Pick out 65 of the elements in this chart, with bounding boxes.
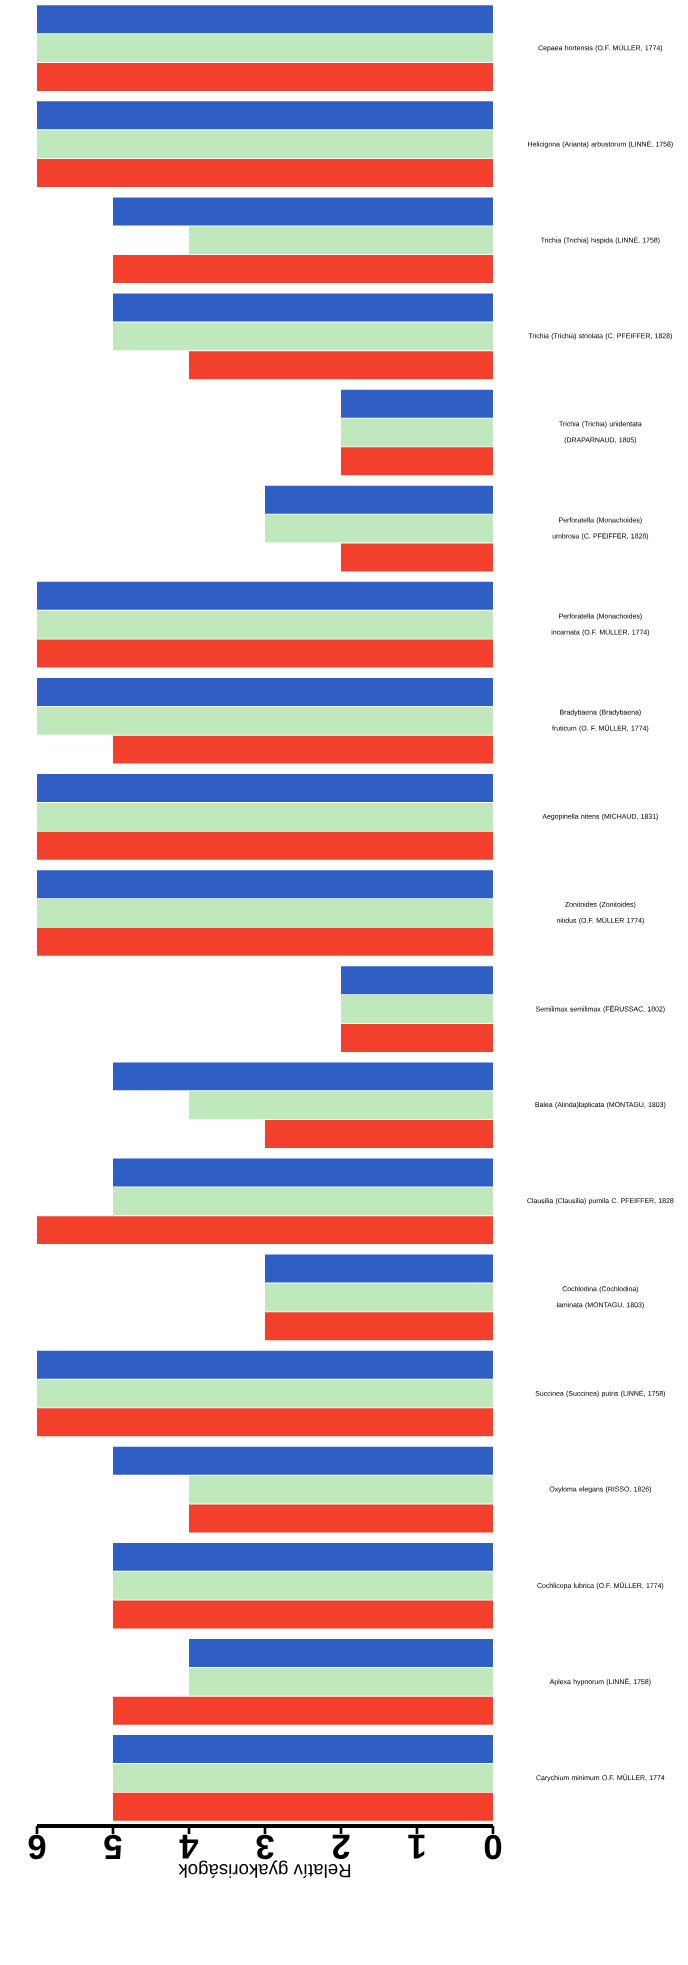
bar [112, 1542, 493, 1571]
bar [112, 1571, 493, 1600]
bar [36, 899, 493, 927]
bar [36, 1379, 493, 1408]
x-tick-label: 5 [104, 1834, 122, 1859]
x-tick-label: 2 [332, 1834, 350, 1859]
bar [188, 1475, 493, 1504]
bar [112, 1062, 493, 1091]
bar [340, 418, 493, 447]
bar [36, 677, 493, 706]
bar [188, 1639, 493, 1667]
x-tick-label: 1 [408, 1834, 425, 1859]
bar [112, 1158, 493, 1187]
x-axis-title: Relatív gyakoriságok [178, 1860, 351, 1879]
x-tick-label: 3 [256, 1834, 274, 1860]
bar [112, 1763, 493, 1792]
bar [36, 1408, 493, 1437]
bar [36, 101, 493, 130]
x-tick-label: 6 [28, 1834, 46, 1860]
bar [340, 389, 493, 418]
bar [112, 735, 493, 764]
bar [188, 351, 493, 380]
bar [36, 34, 493, 63]
bar [112, 1446, 493, 1475]
bar [36, 870, 493, 899]
x-tick-label: 0 [484, 1834, 502, 1860]
bar [264, 1254, 493, 1283]
bar [264, 514, 493, 543]
bar [112, 197, 493, 226]
bar [340, 1023, 493, 1052]
bar [36, 706, 493, 735]
bar [188, 1091, 493, 1120]
bar [264, 1283, 493, 1312]
bar [112, 255, 493, 284]
bar [340, 543, 493, 572]
bar [112, 1696, 493, 1725]
bar [112, 322, 493, 351]
bar [36, 62, 493, 91]
bar [36, 927, 493, 956]
bar [36, 5, 493, 34]
bar [36, 581, 493, 610]
bar [36, 831, 493, 860]
bar [36, 159, 493, 187]
bar [36, 610, 493, 639]
bar [36, 130, 493, 159]
bar [340, 966, 493, 995]
bar [188, 1504, 493, 1533]
bar [264, 1120, 493, 1149]
x-tick-label: 4 [179, 1834, 199, 1859]
bar [112, 1792, 493, 1821]
bar [36, 802, 493, 831]
bar [36, 774, 493, 803]
bar [36, 1350, 493, 1379]
bar [188, 226, 493, 255]
bar [340, 995, 493, 1024]
bar [340, 447, 493, 476]
bar [36, 639, 493, 668]
bar [112, 1600, 493, 1629]
bar [36, 1216, 493, 1245]
bar [264, 1312, 493, 1341]
bar [112, 1735, 493, 1764]
bar [264, 485, 493, 514]
bar [112, 1187, 493, 1216]
bar [188, 1667, 493, 1696]
bar [112, 293, 493, 322]
